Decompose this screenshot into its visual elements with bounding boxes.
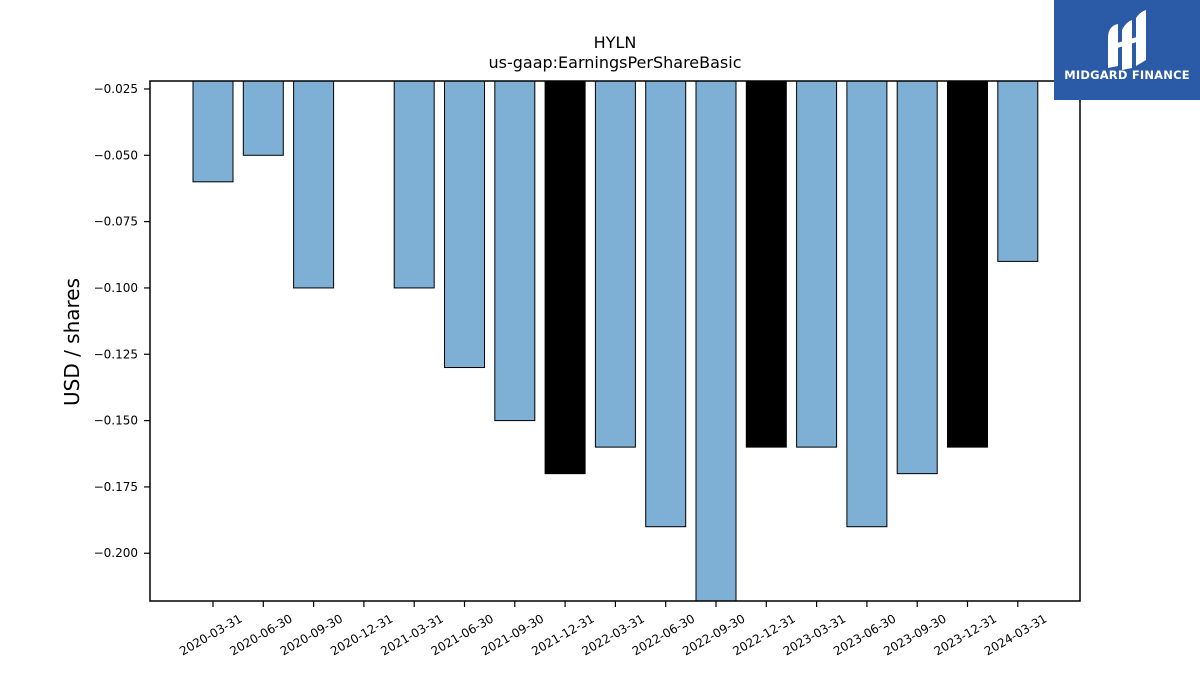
chart-title: HYLN bbox=[594, 33, 637, 52]
y-ticks-group: −0.025 −0.050 −0.075 −0.100 −0.125 −0.150 −0.1… bbox=[94, 82, 150, 560]
bar-2021-06-30 bbox=[444, 80, 485, 369]
bar-2020-06-30 bbox=[242, 80, 284, 156]
y-tick-label: −0.050 bbox=[94, 148, 138, 162]
plot-frame bbox=[149, 80, 1081, 602]
y-tick-label: −0.075 bbox=[94, 215, 138, 229]
y-tick-label: −0.100 bbox=[94, 281, 138, 295]
bars-group bbox=[192, 80, 1039, 602]
bar-2022-12-31 bbox=[745, 80, 787, 448]
bar-2021-12-31 bbox=[544, 80, 586, 475]
bar-2021-03-31 bbox=[393, 80, 435, 289]
y-axis-label: USD / shares bbox=[60, 278, 84, 406]
chart-subtitle: us-gaap:EarningsPerShareBasic bbox=[488, 53, 741, 72]
logo-text: MIDGARD FINANCE bbox=[1064, 68, 1190, 82]
bar-2023-06-30 bbox=[846, 80, 888, 528]
bar-2024-03-31 bbox=[997, 80, 1039, 262]
y-tick-label: −0.175 bbox=[94, 480, 138, 494]
bar-2022-03-31 bbox=[594, 80, 636, 448]
midgard-logo-icon bbox=[1108, 10, 1146, 70]
midgard-finance-logo: MIDGARD FINANCE bbox=[1054, 0, 1200, 100]
bar-2021-09-30 bbox=[494, 80, 536, 422]
x-ticks-group: 2020-03-312020-06-302020-09-302020-12-31… bbox=[177, 601, 1049, 658]
bar-2022-06-30 bbox=[645, 80, 687, 528]
bar-2022-09-30 bbox=[695, 80, 737, 602]
bar-2023-12-31 bbox=[947, 80, 988, 448]
y-tick-label: −0.150 bbox=[94, 414, 138, 428]
bar-2023-09-30 bbox=[896, 80, 938, 475]
bar-2020-09-30 bbox=[293, 80, 335, 289]
bar-2020-03-31 bbox=[192, 80, 234, 183]
y-tick-label: −0.200 bbox=[94, 546, 138, 560]
y-tick-label: −0.125 bbox=[94, 347, 138, 361]
y-tick-label: −0.025 bbox=[94, 82, 138, 96]
bar-2023-03-31 bbox=[796, 80, 838, 448]
